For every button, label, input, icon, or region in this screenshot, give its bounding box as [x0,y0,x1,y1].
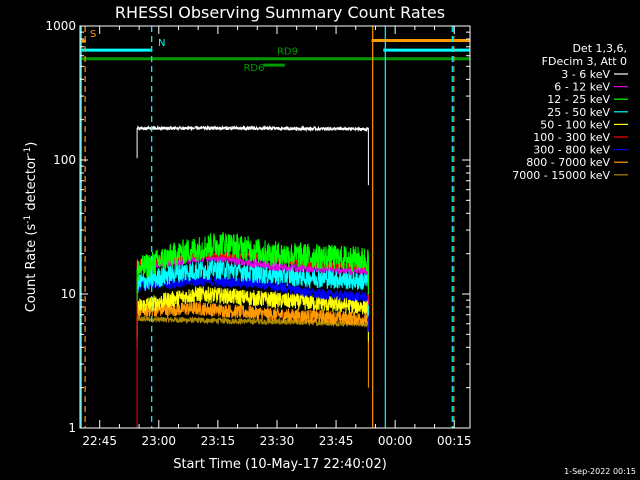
footer-date: 1-Sep-2022 00:15 [564,467,636,476]
legend-label-4: 50 - 100 keV [540,118,610,131]
x-tick-label-0: 22:45 [82,434,117,448]
state-label-s: S [90,29,96,40]
series-line-4 [136,286,369,342]
legend-label-3: 25 - 50 keV [547,106,610,119]
event-lines [80,26,455,428]
state-bars: S N RD9 RD6 [80,29,470,74]
axes: 22:45 23:00 23:15 23:30 23:45 00:00 00:15 1 10 10… [45,19,471,448]
x-tick-label-6: 00:15 [437,434,472,448]
y-tick-label-0: 1 [68,421,76,435]
series-lines [136,124,369,428]
y-axis-label: Count Rate (s-1 detector-1) [23,142,39,313]
x-tick-label-1: 23:00 [141,434,176,448]
y-tick-label-1: 10 [61,287,76,301]
x-tick-label-3: 23:30 [260,434,295,448]
legend-header-0: Det 1,3,6, [572,42,627,55]
x-tick-label-5: 00:00 [378,434,413,448]
series-line-0 [136,124,369,186]
state-label-n: N [158,38,165,49]
plot-frame [79,25,471,429]
legend-header-1: FDecim 3, Att 0 [542,55,627,68]
legend-label-1: 6 - 12 keV [554,81,610,94]
state-label-rd9: RD9 [277,47,298,58]
legend-label-0: 3 - 6 keV [561,68,610,81]
legend-label-5: 100 - 300 keV [533,131,610,144]
series-line-3 [136,258,369,316]
state-label-rd6: RD6 [243,63,264,74]
series-line-2 [136,232,369,301]
y-tick-label-3: 1000 [45,19,76,33]
legend-label-7: 800 - 7000 keV [526,156,610,169]
x-axis-label: Start Time (10-May-17 22:40:02) [173,457,387,472]
series-line-7 [136,301,369,388]
y-tick-label-2: 100 [53,153,76,167]
legend-label-2: 12 - 25 keV [547,93,610,106]
legend-label-8: 7000 - 15000 keV [512,169,610,182]
x-tick-label-2: 23:15 [201,434,236,448]
legend-label-6: 300 - 800 keV [533,144,610,157]
x-tick-label-4: 23:45 [319,434,354,448]
chart-title: RHESSI Observing Summary Count Rates [115,3,445,22]
